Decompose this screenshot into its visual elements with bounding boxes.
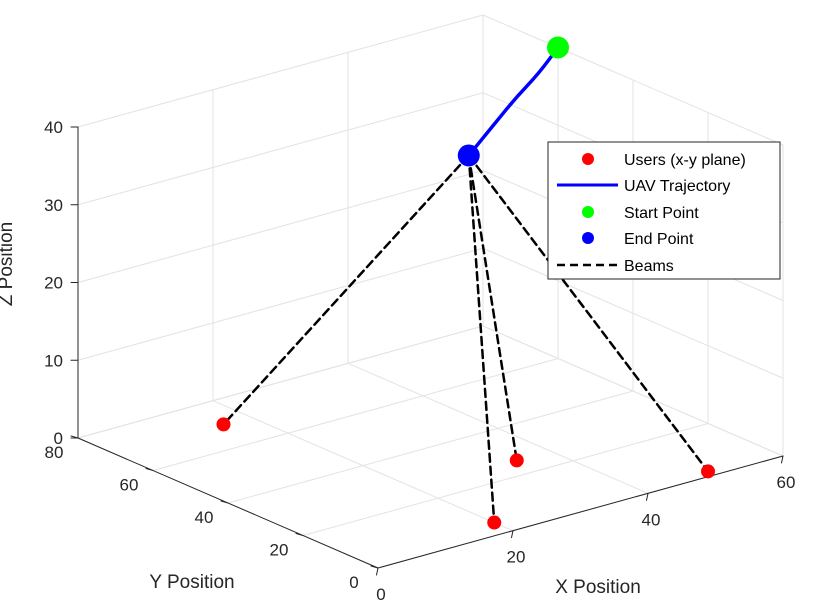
- x-axis-line: [377, 455, 784, 569]
- user-point: [701, 464, 715, 479]
- grid-line: [77, 170, 484, 283]
- grid-line: [482, 14, 784, 146]
- grid-line: [77, 92, 484, 206]
- user-point: [216, 417, 231, 432]
- end-point: [457, 144, 480, 167]
- z-axis-label: Z Position: [0, 222, 17, 306]
- grid-line: [77, 247, 484, 361]
- z-tick-label: 0: [54, 429, 63, 448]
- y-axis-label: Y Position: [149, 572, 234, 593]
- x-tick-mark: [376, 567, 379, 576]
- x-tick-mark: [511, 530, 514, 539]
- y-tick-label: 20: [270, 541, 289, 560]
- y-tick-label: 80: [45, 443, 64, 462]
- z-tick-label: 40: [44, 118, 63, 137]
- start-point: [547, 36, 569, 59]
- legend-users-marker: [582, 153, 594, 165]
- z-tick-label: 20: [44, 274, 63, 293]
- y-tick-label: 0: [349, 573, 358, 592]
- x-tick-label: 0: [376, 585, 385, 603]
- x-tick-mark: [781, 455, 784, 464]
- user-point: [487, 515, 502, 530]
- uav-trajectory-line: [467, 45, 560, 158]
- beam-line: [467, 154, 518, 462]
- legend-beams-label: Beams: [624, 258, 674, 275]
- legend-end-marker: [582, 232, 594, 244]
- z-tick-label: 30: [44, 196, 63, 215]
- x-axis-label: X Position: [555, 577, 641, 598]
- z-tick-label: 10: [44, 351, 63, 370]
- grid-line: [227, 390, 634, 504]
- beam-line: [467, 154, 496, 524]
- y-tick-mark: [220, 500, 229, 504]
- legend-users-label: Users (x-y plane): [624, 152, 746, 169]
- plot-area: [216, 36, 715, 530]
- x-tick-label: 40: [642, 510, 661, 529]
- y-tick-label: 60: [120, 476, 139, 495]
- legend-start-label: Start Point: [624, 205, 699, 222]
- beam-line: [222, 154, 470, 426]
- y-tick-mark: [145, 468, 154, 471]
- legend-trajectory-label: UAV Trajectory: [624, 178, 730, 195]
- grid-line: [482, 247, 784, 379]
- y-tick-mark: [295, 533, 304, 536]
- x-tick-label: 20: [507, 548, 526, 567]
- grid-line: [482, 325, 784, 457]
- x-tick-mark: [646, 492, 649, 501]
- grid-line: [302, 423, 709, 536]
- user-point: [509, 453, 524, 468]
- beam-line: [467, 154, 710, 473]
- x-tick-label: 60: [777, 473, 796, 492]
- legend-end-label: End Point: [624, 231, 694, 248]
- grid-line: [152, 358, 559, 471]
- grid-line: [77, 14, 484, 128]
- legend-start-marker: [582, 206, 594, 218]
- y-tick-label: 40: [195, 508, 214, 527]
- y-tick-mark: [370, 565, 379, 569]
- legend: Users (x-y plane) UAV Trajectory Start P…: [547, 141, 781, 280]
- grid-line: [77, 325, 484, 439]
